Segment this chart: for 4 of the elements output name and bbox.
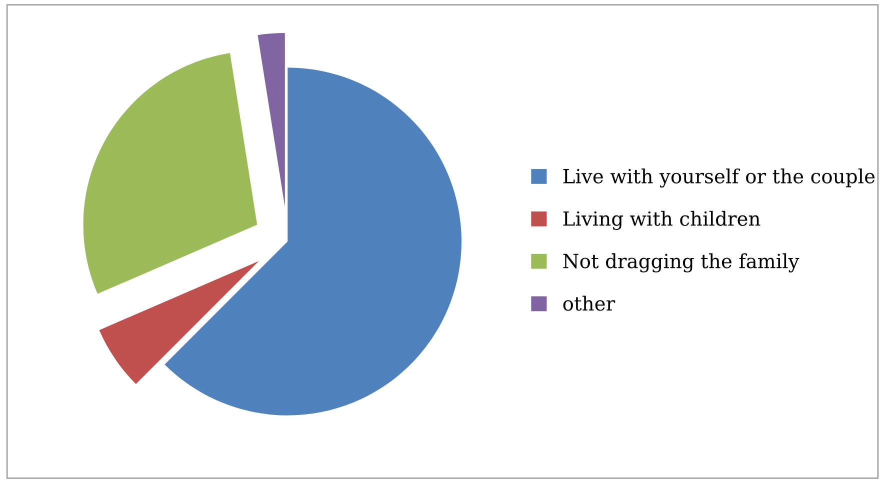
legend-label: Living with children [563, 210, 760, 230]
legend-label: Live with yourself or the couple [563, 168, 875, 188]
legend-label: other [563, 296, 616, 311]
legend-label: Not dragging the family [563, 253, 800, 272]
